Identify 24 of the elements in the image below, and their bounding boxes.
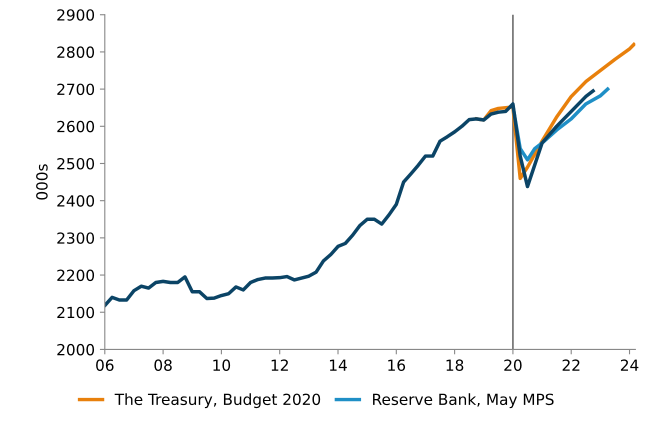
y-tick-label: 2200 (57, 270, 94, 282)
y-tick-label: 2700 (57, 84, 94, 96)
x-tick-label: 12 (272, 359, 288, 371)
y-axis-title: 000s (36, 164, 48, 200)
y-tick-label: 2800 (57, 46, 94, 58)
y-tick-label: 2900 (57, 9, 94, 21)
y-tick-label: 2000 (57, 344, 94, 356)
y-tick-label: 2300 (57, 232, 94, 244)
x-tick-label: 20 (504, 359, 522, 371)
x-tick-label: 18 (446, 359, 464, 371)
x-tick-label: 22 (562, 359, 580, 371)
x-tick-label: 06 (96, 359, 114, 371)
y-tick-label: 2400 (57, 195, 94, 207)
x-tick-label: 10 (213, 359, 230, 371)
x-tick-label: 08 (154, 359, 172, 371)
line-series (104, 89, 595, 308)
y-tick-label: 2500 (57, 158, 94, 170)
legend-label: Reserve Bank, May MPS (373, 393, 554, 408)
x-tick-label: 16 (388, 359, 406, 371)
y-tick-label: 2600 (57, 120, 94, 132)
y-tick-label: 2100 (57, 306, 94, 318)
x-tick-label: 14 (330, 360, 347, 371)
legend-label: The Treasury, Budget 2020 (114, 393, 320, 408)
x-tick-label: 24 (620, 359, 638, 371)
